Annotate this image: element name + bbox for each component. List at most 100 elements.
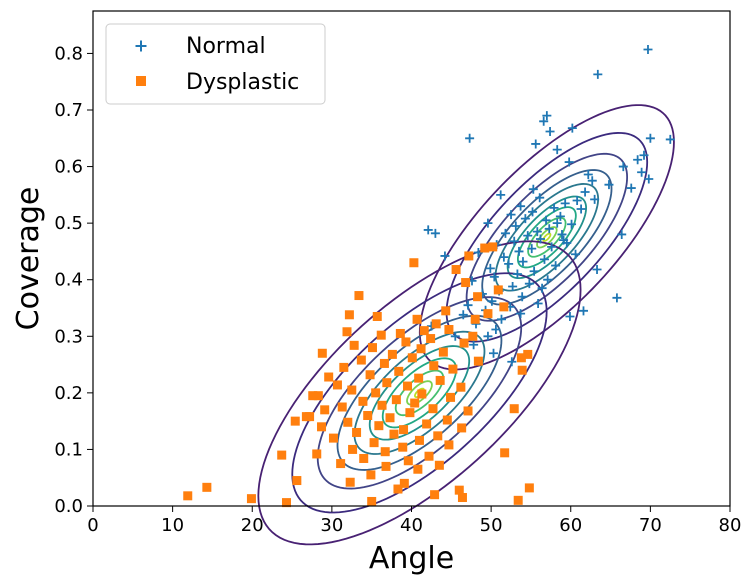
contour-normal-0 [542, 232, 552, 242]
point-dysplastic [500, 448, 510, 458]
point-dysplastic [416, 344, 426, 354]
point-dysplastic [407, 353, 417, 363]
point-dysplastic [389, 429, 399, 439]
point-dysplastic [379, 358, 389, 368]
point-dysplastic [426, 334, 436, 344]
point-dysplastic [398, 442, 408, 452]
point-normal [511, 221, 521, 231]
x-tick-label: 0 [87, 515, 98, 536]
y-tick-label: 0.2 [54, 383, 83, 404]
point-dysplastic [448, 364, 458, 374]
y-tick-label: 0.3 [54, 326, 83, 347]
point-normal [618, 162, 628, 172]
point-normal [552, 145, 562, 155]
point-dysplastic [356, 355, 366, 365]
point-normal [555, 211, 565, 221]
point-dysplastic [441, 306, 451, 316]
contour-dysplastic-4 [368, 345, 471, 441]
point-normal [528, 207, 538, 217]
point-dysplastic [320, 405, 330, 415]
point-normal [643, 44, 653, 54]
point-dysplastic [246, 494, 256, 504]
point-dysplastic [369, 438, 379, 448]
point-dysplastic [358, 396, 368, 406]
point-dysplastic [377, 400, 387, 410]
x-tick-label: 70 [639, 515, 662, 536]
point-dysplastic [483, 309, 493, 319]
point-dysplastic [391, 395, 401, 405]
point-dysplastic [413, 464, 423, 474]
point-dysplastic [332, 380, 342, 390]
y-axis-title: Coverage [11, 187, 46, 331]
point-normal [565, 311, 575, 321]
point-normal [633, 155, 643, 165]
point-normal [645, 133, 655, 143]
point-normal [516, 309, 526, 319]
points-layer [183, 44, 675, 508]
point-dysplastic [365, 370, 375, 380]
point-dysplastic [363, 410, 373, 420]
legend-marker-dysplastic [136, 76, 146, 86]
point-dysplastic [435, 375, 445, 385]
point-normal [587, 176, 597, 186]
y-tick-label: 0.0 [54, 496, 83, 517]
point-normal [567, 123, 577, 133]
point-normal [545, 127, 555, 136]
point-normal [517, 292, 527, 302]
x-tick-label: 50 [480, 515, 503, 536]
point-dysplastic [523, 349, 533, 359]
point-normal [535, 193, 545, 203]
point-normal [491, 325, 501, 334]
point-dysplastic [417, 389, 427, 399]
point-dysplastic [339, 362, 349, 372]
point-dysplastic [480, 243, 490, 253]
legend-box [105, 23, 326, 105]
point-normal [583, 169, 593, 179]
point-dysplastic [349, 340, 359, 350]
point-dysplastic [348, 444, 358, 454]
contour-normal-1 [536, 226, 558, 249]
point-normal [542, 111, 552, 121]
point-normal [423, 225, 433, 235]
point-normal [593, 69, 603, 79]
contour-normal-6 [481, 169, 613, 306]
point-normal [528, 184, 538, 194]
point-normal [440, 251, 450, 261]
point-dysplastic [372, 311, 382, 321]
point-normal [514, 246, 524, 256]
point-dysplastic [509, 404, 519, 414]
point-normal [590, 194, 600, 204]
point-normal [580, 187, 590, 197]
point-dysplastic [354, 291, 364, 301]
point-dysplastic [317, 348, 327, 358]
point-dysplastic [442, 415, 452, 425]
point-normal [508, 282, 518, 291]
point-dysplastic [444, 440, 454, 450]
point-normal [539, 254, 549, 264]
contour-dysplastic-2 [394, 369, 445, 417]
point-normal [518, 257, 528, 267]
point-dysplastic [345, 477, 355, 487]
point-dysplastic [277, 450, 287, 460]
point-dysplastic [456, 382, 466, 392]
point-normal [637, 167, 647, 177]
point-dysplastic [473, 292, 483, 302]
point-dysplastic [405, 408, 415, 418]
point-dysplastic [414, 435, 424, 445]
point-normal [520, 214, 530, 224]
point-dysplastic [424, 451, 434, 461]
point-normal [543, 275, 553, 285]
point-normal [499, 252, 509, 262]
point-normal [531, 139, 541, 149]
contour-dysplastic-8 [291, 272, 548, 514]
point-normal [532, 227, 542, 237]
point-normal [450, 331, 460, 341]
point-dysplastic [374, 421, 384, 431]
point-dysplastic [381, 461, 391, 471]
point-dysplastic [457, 423, 467, 433]
point-normal [557, 229, 567, 239]
point-dysplastic [399, 478, 409, 488]
x-tick-label: 30 [320, 515, 343, 536]
point-dysplastic [454, 485, 464, 495]
point-dysplastic [419, 326, 429, 336]
